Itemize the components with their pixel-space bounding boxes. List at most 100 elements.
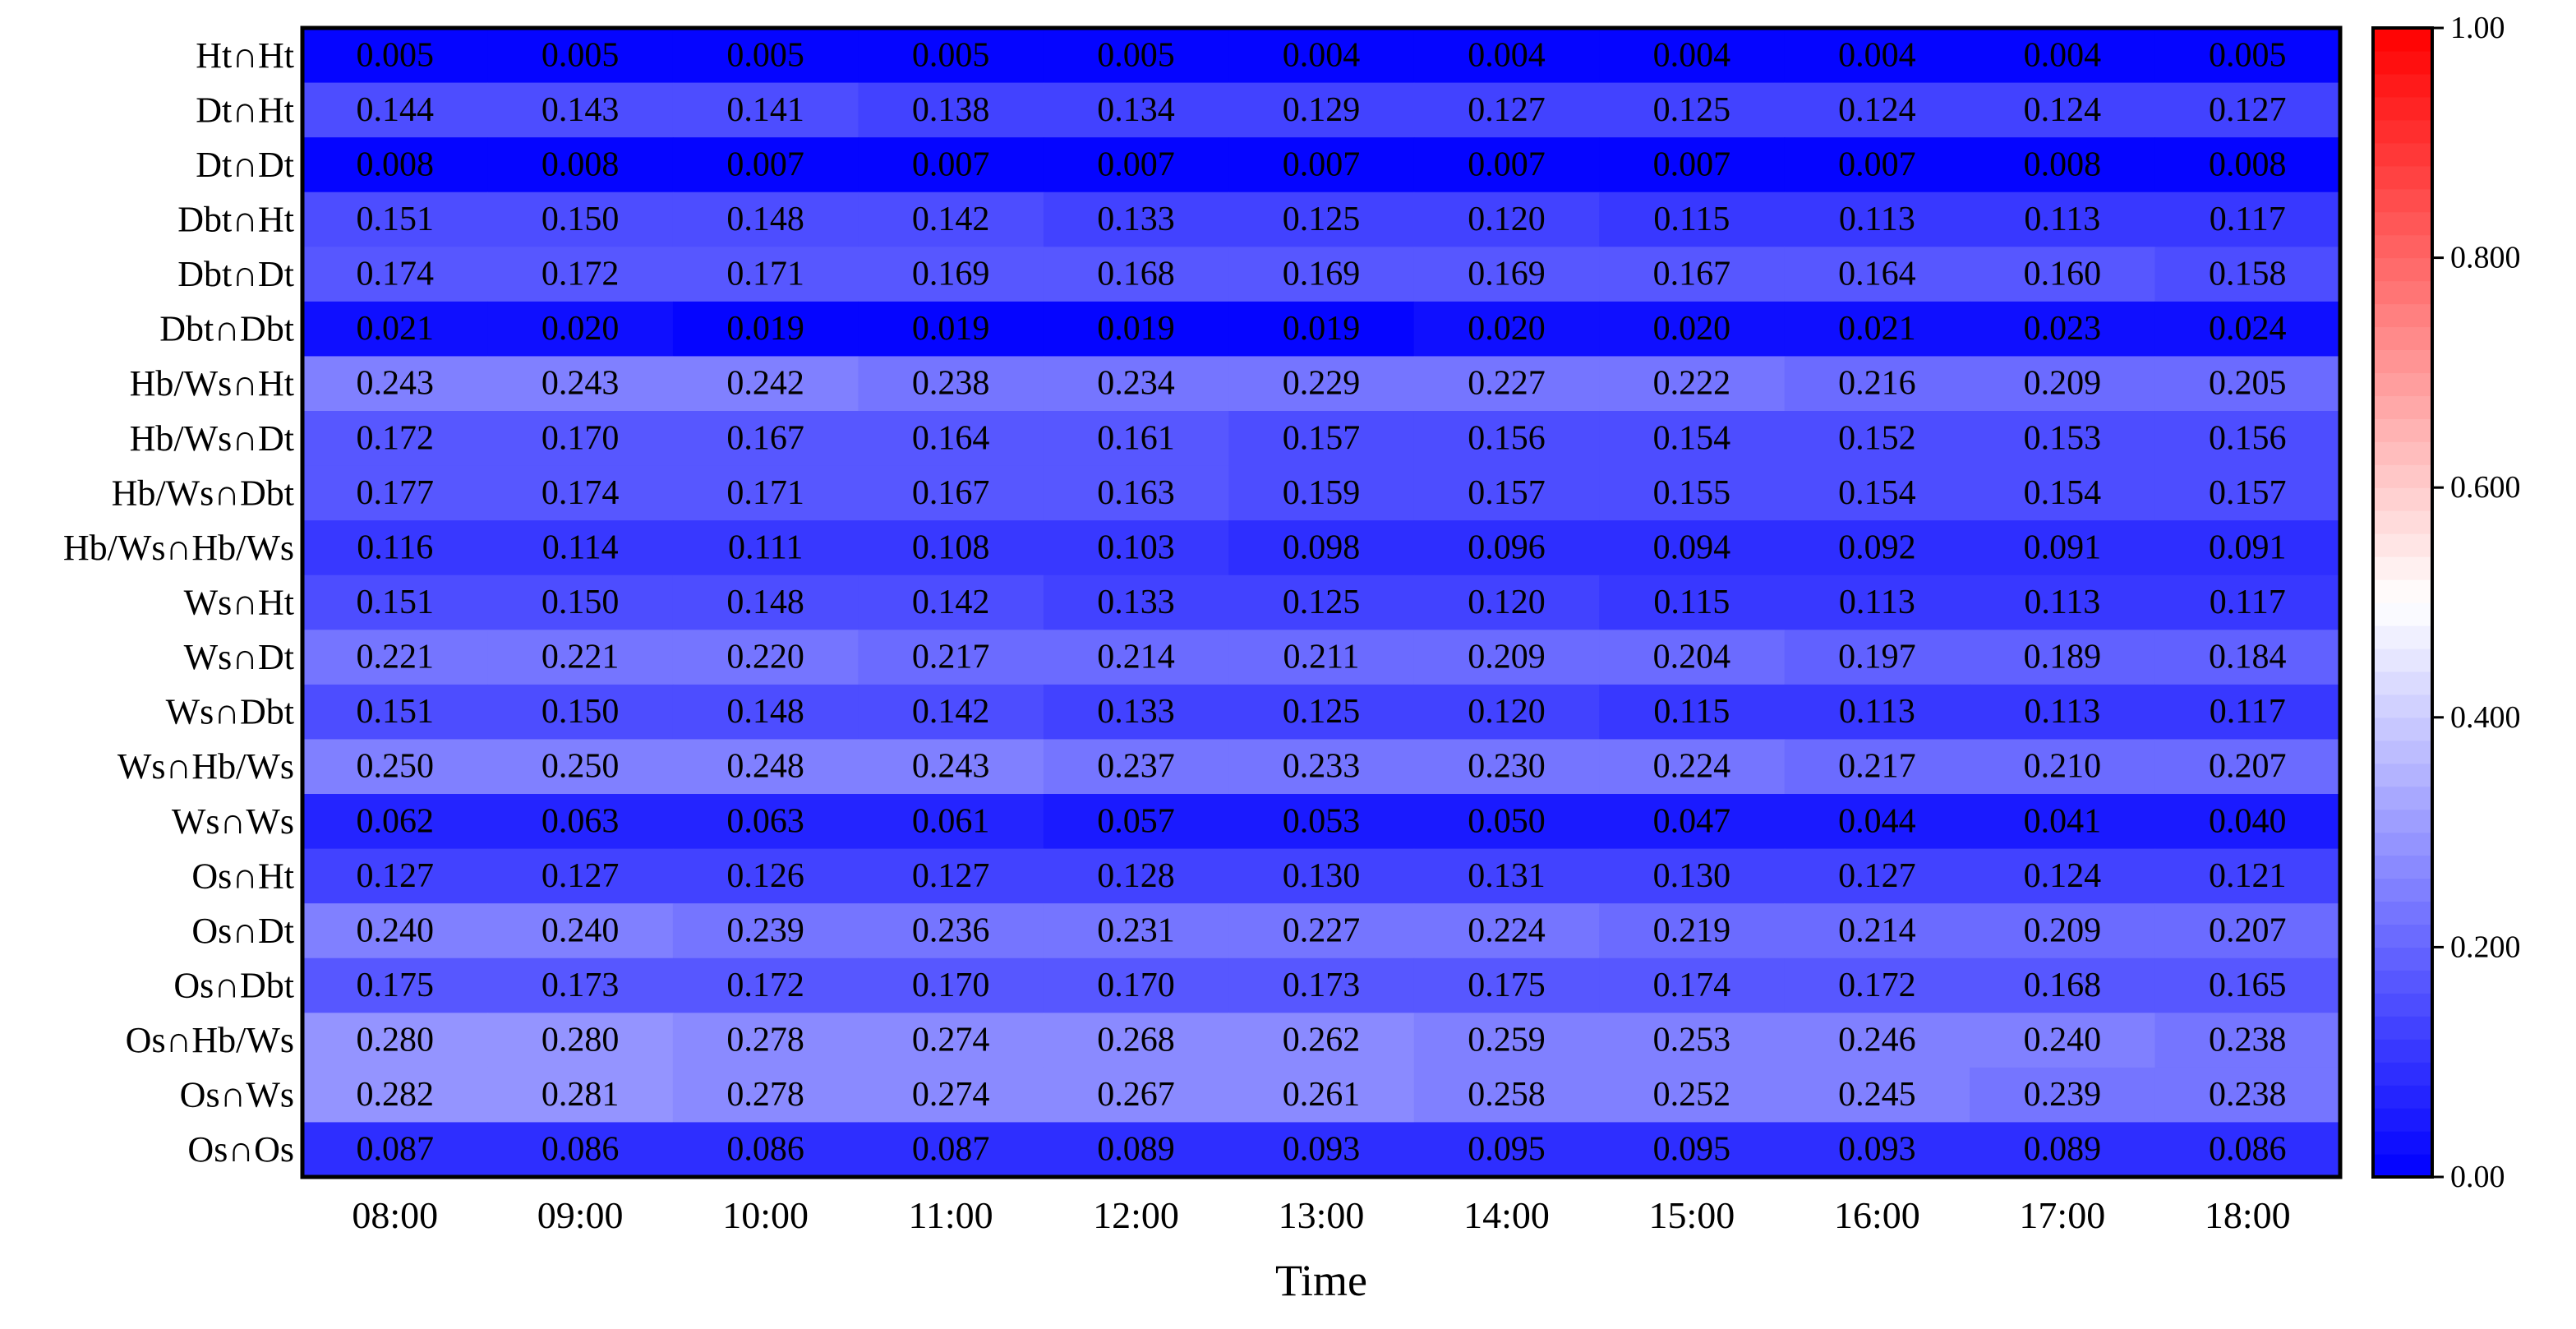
cell-value-label: 0.175: [356, 967, 434, 1004]
heatmap-cell: [487, 684, 674, 741]
cell-value-label: 0.096: [1468, 528, 1546, 566]
cell-value-label: 0.007: [1283, 145, 1361, 183]
colorbar-segment: [2373, 832, 2432, 856]
heatmap-cell: [1970, 28, 2156, 84]
heatmap-cell: [672, 739, 859, 795]
cell-value-label: 0.125: [1283, 693, 1361, 731]
heatmap-cell: [672, 1013, 859, 1068]
heatmap-cell: [487, 903, 674, 959]
cell-value-label: 0.004: [1468, 36, 1546, 74]
heatmap-cell: [1043, 903, 1229, 959]
cell-value-label: 0.148: [726, 584, 804, 621]
colorbar-segment: [2373, 487, 2432, 511]
heatmap-cell: [1043, 356, 1229, 412]
cell-value-label: 0.005: [2209, 36, 2287, 74]
cell-value-label: 0.008: [2209, 145, 2287, 183]
cell-value-label: 0.227: [1283, 911, 1361, 949]
colorbar-segment: [2373, 993, 2432, 1017]
cell-value-label: 0.148: [726, 201, 804, 238]
heatmap-cell: [302, 465, 489, 521]
cell-value-label: 0.227: [1468, 365, 1546, 403]
colorbar-segment: [2373, 855, 2432, 879]
cell-value-label: 0.094: [1653, 528, 1731, 566]
heatmap-cell: [1970, 1067, 2156, 1124]
cell-value-label: 0.156: [1468, 419, 1546, 457]
cell-value-label: 0.113: [1839, 584, 1915, 621]
x-axis-tick-labels: 08:00 09:00 10:00 11:00 12:00 13:00 14:00 15:00…: [352, 1194, 2290, 1236]
cell-value-label: 0.004: [1653, 36, 1731, 74]
cell-value-label: 0.168: [1097, 256, 1175, 293]
heatmap-cell: [1784, 1122, 1970, 1178]
cell-value-label: 0.129: [1283, 91, 1361, 129]
heatmap-cell: [1970, 1122, 2156, 1178]
heatmap-cell: [1599, 520, 1786, 576]
heatmap-cell: [487, 411, 674, 467]
heatmap-cell: [1970, 465, 2156, 521]
heatmap-cell: [2154, 520, 2341, 576]
cell-value-label: 0.278: [726, 1076, 804, 1114]
cell-value-label: 0.098: [1283, 528, 1361, 566]
cell-value-label: 0.238: [2209, 1076, 2287, 1114]
cell-value-label: 0.214: [1097, 639, 1175, 676]
cell-value-label: 0.217: [1838, 748, 1916, 786]
cell-value-label: 0.143: [541, 91, 620, 129]
heatmap-cell: [1228, 192, 1415, 247]
cell-value-label: 0.205: [2209, 365, 2287, 403]
heatmap-cell: [1413, 465, 1600, 521]
heatmap-cell: [1784, 192, 1970, 247]
cell-value-label: 0.124: [2024, 857, 2102, 895]
cell-value-label: 0.103: [1097, 528, 1175, 566]
heatmap-cell: [1599, 1013, 1786, 1068]
colorbar-tick-label: 0.400: [2450, 700, 2521, 735]
heatmap-cell: [858, 630, 1044, 685]
cell-value-label: 0.170: [541, 419, 620, 457]
cell-value-label: 0.154: [1838, 474, 1916, 512]
cell-value-label: 0.172: [1838, 967, 1916, 1004]
cell-value-label: 0.005: [1097, 36, 1175, 74]
colorbar-segment: [2373, 786, 2432, 810]
y-tick-label: Hb/Ws∩Ht: [130, 363, 294, 404]
heatmap-cell: [1043, 137, 1229, 193]
heatmap-cell: [672, 465, 859, 521]
y-tick-label: Dbt∩Ht: [177, 200, 294, 240]
heatmap-cell: [1043, 301, 1229, 358]
cell-value-label: 0.005: [356, 36, 434, 74]
cell-value-label: 0.222: [1653, 365, 1731, 403]
cell-value-label: 0.127: [912, 857, 990, 895]
heatmap-cell: [1599, 465, 1786, 521]
colorbar-segment: [2373, 1085, 2432, 1109]
cell-value-label: 0.214: [1838, 911, 1916, 949]
cell-value-label: 0.113: [2024, 693, 2100, 731]
heatmap-cell: [2154, 137, 2341, 193]
heatmap-cell: [2154, 28, 2341, 84]
heatmap-cell: [858, 137, 1044, 193]
cell-value-label: 0.250: [356, 748, 434, 786]
cell-value-label: 0.167: [1653, 256, 1731, 293]
heatmap-cell: [672, 794, 859, 850]
heatmap-cell: [487, 28, 674, 84]
cell-value-label: 0.019: [912, 310, 990, 348]
heatmap-cells: [302, 28, 2341, 1178]
cell-value-label: 0.120: [1468, 693, 1546, 731]
heatmap-cell: [1043, 1013, 1229, 1068]
heatmap-cell: [487, 630, 674, 685]
y-tick-label: Hb/Ws∩Dt: [130, 418, 294, 459]
heatmap-cell: [858, 1013, 1044, 1068]
cell-value-label: 0.231: [1097, 911, 1175, 949]
x-tick-label: 13:00: [1279, 1194, 1365, 1236]
cell-value-label: 0.061: [912, 802, 990, 840]
cell-value-label: 0.019: [726, 310, 804, 348]
cell-value-label: 0.089: [2024, 1131, 2102, 1169]
colorbar-segment: [2373, 901, 2432, 925]
heatmap-cell: [2154, 958, 2341, 1013]
cell-value-label: 0.019: [1283, 310, 1361, 348]
cell-value-label: 0.245: [1838, 1076, 1916, 1114]
colorbar-segment: [2373, 280, 2432, 305]
heatmap-cell: [1970, 1013, 2156, 1068]
colorbar: [2373, 28, 2432, 1178]
cell-value-label: 0.024: [2209, 310, 2287, 348]
heatmap-cell: [858, 903, 1044, 959]
cell-value-label: 0.259: [1468, 1022, 1546, 1059]
heatmap-cell: [672, 520, 859, 576]
cell-value-label: 0.130: [1283, 857, 1361, 895]
